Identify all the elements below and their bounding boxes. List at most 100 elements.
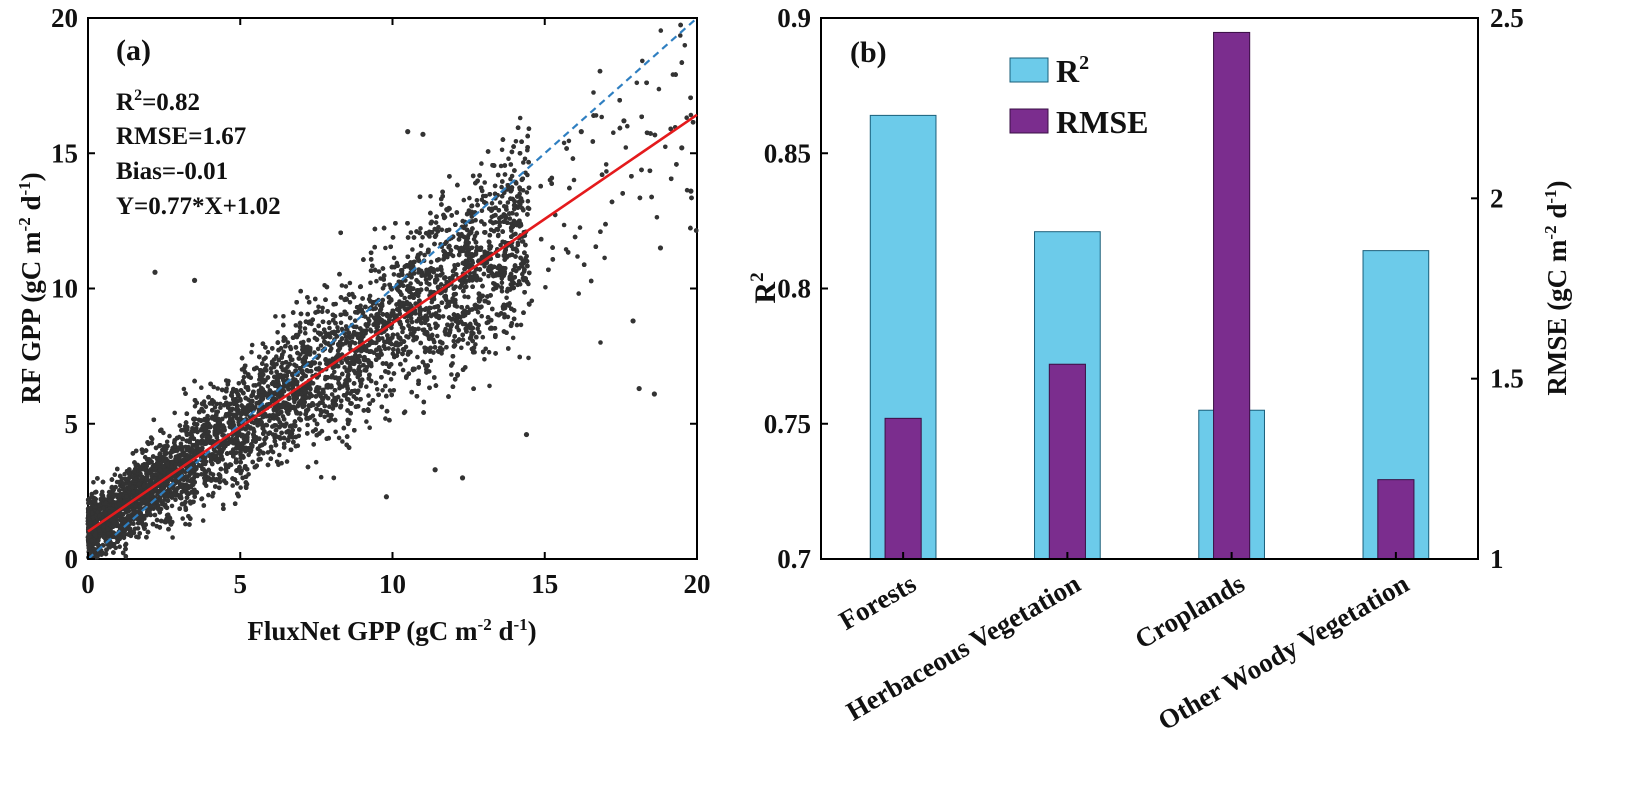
scatter-point xyxy=(238,485,243,490)
scatter-point xyxy=(113,545,118,551)
scatter-point xyxy=(212,405,218,410)
scatter-point xyxy=(263,422,269,428)
scatter-point xyxy=(335,325,340,330)
scatter-point xyxy=(402,295,408,301)
scatter-point xyxy=(525,172,530,178)
scatter-point xyxy=(474,198,480,203)
scatter-point xyxy=(333,429,338,435)
scatter-point xyxy=(435,333,440,339)
scatter-point xyxy=(287,354,293,359)
scatter-point xyxy=(514,322,520,328)
scatter-point xyxy=(591,90,596,95)
scatter-point xyxy=(465,341,471,346)
scatter-point xyxy=(423,230,429,236)
scatter-point xyxy=(602,255,607,261)
scatter-point xyxy=(167,433,172,439)
scatter-point xyxy=(422,252,427,258)
scatter-point xyxy=(164,439,170,445)
scatter-point xyxy=(623,145,629,150)
scatter-point xyxy=(408,230,414,235)
scatter-point xyxy=(275,330,280,335)
scatter-point xyxy=(436,224,441,230)
scatter-point xyxy=(526,355,531,361)
scatter-point xyxy=(366,393,371,398)
scatter-point xyxy=(199,385,204,391)
scatter-point xyxy=(284,459,290,464)
scatter-point xyxy=(497,223,503,229)
scatter-point xyxy=(293,323,299,328)
scatter-point xyxy=(135,526,141,531)
scatter-point xyxy=(318,474,324,480)
scatter-point xyxy=(320,305,325,311)
scatter-point xyxy=(270,449,276,455)
scatter-point xyxy=(489,201,495,206)
scatter-point xyxy=(656,86,662,92)
scatter-point xyxy=(473,217,478,223)
scatter-point xyxy=(408,331,414,337)
scatter-point xyxy=(338,320,344,326)
scatter-point xyxy=(313,459,319,465)
scatter-point xyxy=(391,272,397,277)
scatter-point xyxy=(499,280,505,286)
scatter-point xyxy=(479,313,485,319)
scatter-point xyxy=(513,231,518,237)
scatter-point xyxy=(426,323,432,328)
scatter-point xyxy=(117,544,122,549)
scatter-point xyxy=(436,308,442,313)
scatter-point xyxy=(273,314,278,319)
scatter-point xyxy=(249,349,254,355)
scatter-point xyxy=(383,245,388,251)
scatter-point xyxy=(400,329,405,335)
scatter-point xyxy=(498,163,504,169)
scatter-point xyxy=(504,295,509,301)
scatter-point xyxy=(168,454,173,460)
scatter-point xyxy=(303,330,308,336)
scatter-point xyxy=(514,212,519,217)
scatter-point xyxy=(148,435,154,440)
scatter-point xyxy=(451,338,457,344)
scatter-point xyxy=(486,349,492,355)
scatter-point xyxy=(368,327,373,333)
scatter-point xyxy=(318,343,324,348)
scatter-point xyxy=(611,130,616,135)
scatter-point xyxy=(214,401,220,407)
scatter-point xyxy=(327,325,332,331)
scatter-point xyxy=(577,225,583,230)
scatter-point xyxy=(332,369,337,375)
scatter-point xyxy=(322,414,328,420)
scatter-point xyxy=(663,144,668,150)
scatter-point xyxy=(316,304,321,310)
scatter-point xyxy=(420,327,426,333)
scatter-point xyxy=(561,140,567,146)
scatter-point xyxy=(519,239,525,244)
scatter-point xyxy=(625,123,630,129)
scatter-point xyxy=(181,386,187,392)
scatter-point xyxy=(206,492,211,498)
scatter-point xyxy=(428,289,433,295)
scatter-point xyxy=(408,281,413,286)
scatter-point xyxy=(183,521,188,527)
scatter-point xyxy=(427,234,432,239)
scatter-point xyxy=(327,404,332,410)
scatter-point xyxy=(312,350,317,355)
scatter-point xyxy=(571,177,577,183)
scatter-point xyxy=(475,326,481,332)
scatter-point xyxy=(508,176,513,182)
scatter-point xyxy=(210,472,216,477)
scatter-point xyxy=(604,169,609,174)
scatter-point xyxy=(169,503,175,509)
scatter-point xyxy=(401,410,407,416)
scatter-point xyxy=(172,410,177,416)
scatter-point xyxy=(499,184,504,190)
scatter-point xyxy=(267,418,272,424)
scatter-point xyxy=(347,280,353,286)
scatter-point xyxy=(599,114,604,120)
scatter-point xyxy=(529,298,535,304)
scatter-point xyxy=(483,346,489,352)
scatter-point xyxy=(418,226,423,231)
scatter-point xyxy=(293,443,299,449)
scatter-point xyxy=(376,269,382,274)
scatter-point xyxy=(479,161,484,166)
scatter-point xyxy=(230,483,235,488)
